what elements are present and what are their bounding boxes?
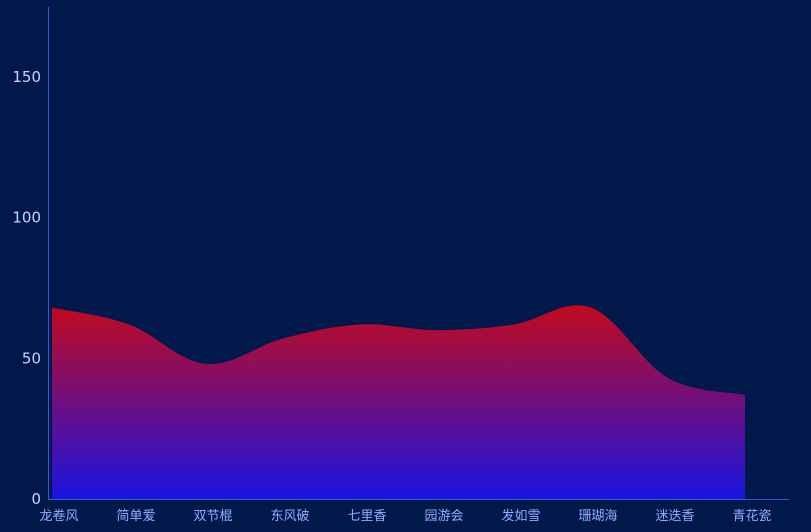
- y-tick-label: 100: [12, 209, 41, 227]
- x-tick-label: 青花瓷: [732, 508, 771, 524]
- x-tick-label: 发如雪: [501, 508, 540, 524]
- y-tick-label: 0: [31, 490, 41, 508]
- x-tick-label: 迷迭香: [655, 509, 694, 524]
- x-tick-label: 七里香: [347, 509, 386, 524]
- y-tick-label: 50: [22, 349, 41, 367]
- x-tick-label: 园游会: [424, 509, 463, 524]
- y-tick-label: 150: [12, 68, 41, 86]
- x-tick-label: 双节棍: [193, 509, 232, 524]
- x-tick-label: 东风破: [270, 509, 309, 524]
- x-tick-label: 简单爱: [116, 508, 155, 524]
- x-tick-label: 珊瑚海: [578, 509, 617, 524]
- series-area: [52, 305, 745, 499]
- x-tick-label: 龙卷风: [39, 508, 78, 524]
